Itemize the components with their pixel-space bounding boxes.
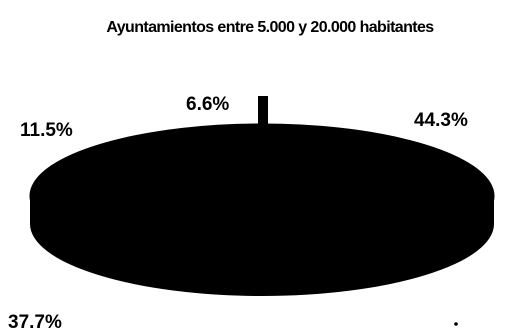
pie-slice-6-6 <box>167 123 263 197</box>
pie-slice-edge <box>258 96 268 124</box>
chart-title: Ayuntamientos entre 5.000 y 20.000 habit… <box>106 19 434 36</box>
pie-plot-area <box>29 96 495 296</box>
pie-side-wall <box>30 196 494 296</box>
slice-label-11-5: 11.5% <box>20 120 73 141</box>
pie-slice-44-3 <box>261 123 495 264</box>
slice-label-37-7: 37.7% <box>8 312 62 332</box>
pie-slice-37-7 <box>29 165 346 269</box>
speck-dot <box>454 322 458 326</box>
pie-slice-11-5 <box>50 129 263 197</box>
slice-label-44-3: 44.3% <box>414 110 468 131</box>
slice-label-6-6: 6.6% <box>186 94 229 115</box>
